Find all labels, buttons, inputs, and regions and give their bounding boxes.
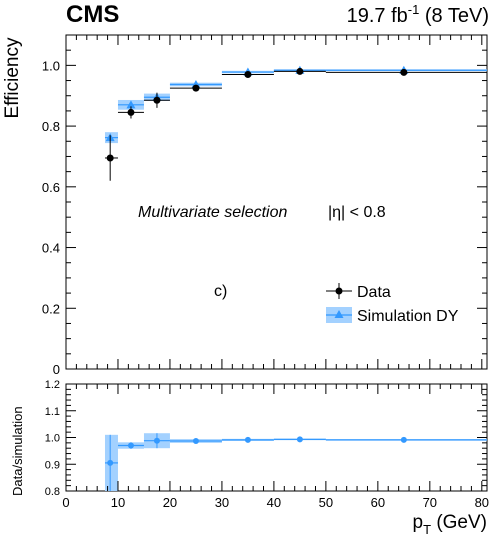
x-tick-label: 70 [423,495,437,510]
y-axis-label: Efficiency [2,37,23,118]
x-axis-label-unit: (GeV) [431,512,487,533]
ratio-point [107,459,114,466]
legend-data-marker [326,283,352,299]
x-axis-label: pT (GeV) [413,512,487,537]
ratio-point [244,436,251,443]
experiment-label: CMS [66,1,119,28]
y-tick-label: 0.2 [42,301,60,316]
lumi-exponent: -1 [408,2,420,17]
ratio-point [153,437,160,444]
legend: Data Simulation DY [326,283,459,325]
x-tick-label: 30 [215,495,229,510]
x-tick-label: 80 [475,495,489,510]
legend-simulation-label: Simulation DY [357,308,459,325]
main-axes: 0 0.2 0.4 0.6 0.8 1.0 [42,34,487,377]
energy-value: (8 TeV) [419,5,489,27]
ratio-y-tick-label: 1.0 [45,433,60,445]
y-tick-label: 0.6 [42,180,60,195]
ratio-point [400,436,407,443]
data-point [244,70,252,78]
selection-annotation: Multivariate selection [138,204,288,221]
x-axis-label-sub: T [423,522,431,537]
y-tick-label: 1.0 [42,58,60,73]
ratio-point [296,436,303,443]
data-point [106,154,114,162]
x-tick-label: 20 [163,495,177,510]
x-tick-label: 0 [62,495,69,510]
x-tick-label: 10 [111,495,125,510]
data-point [192,84,200,92]
eta-cut-annotation: |η| < 0.8 [328,204,386,221]
x-tick-label: 60 [371,495,385,510]
ratio-marks [104,433,487,491]
ratio-point [192,437,199,444]
data-point [127,108,135,116]
data-point [296,67,304,75]
ratio-y-tick-label: 0.8 [45,486,60,498]
ratio-axes: 0.8 0.9 1.0 1.1 1.2 0 10 20 30 40 50 60 70 80 [45,379,489,510]
data-point [400,68,408,76]
x-axis-label-main: p [413,512,424,533]
ratio-y-axis-label: Data/simulation [10,406,25,496]
panel-label: c) [214,283,227,300]
main-panel: 0 0.2 0.4 0.6 0.8 1.0 Efficiency Multivariate… [2,34,488,377]
y-tick-label: 0.8 [42,119,60,134]
y-tick-label: 0.4 [42,241,60,256]
ratio-y-tick-label: 1.1 [45,406,60,418]
simulation-point [126,100,136,109]
ratio-point [127,442,134,449]
legend-simulation-marker [326,307,352,323]
ratio-panel: 0.8 0.9 1.0 1.1 1.2 0 10 20 30 40 50 60 70 80 Data/si… [10,379,489,537]
ratio-y-tick-label: 0.9 [45,459,60,471]
main-marks [104,65,487,181]
ratio-frame [65,383,488,492]
simulation-bands [104,69,487,144]
y-tick-label: 0 [53,362,60,377]
lumi-label: 19.7 fb-1 (8 TeV) [347,2,489,27]
lumi-value: 19.7 fb [347,5,408,27]
ratio-y-tick-label: 1.2 [45,379,60,391]
data-point [153,96,161,104]
x-tick-label: 50 [319,495,333,510]
legend-data-label: Data [357,284,391,301]
x-tick-label: 40 [267,495,281,510]
